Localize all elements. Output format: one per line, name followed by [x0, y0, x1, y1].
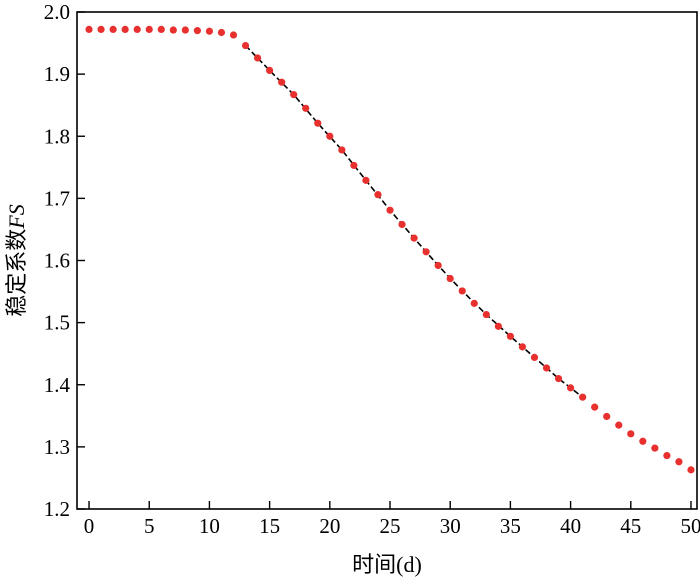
data-point-25 [386, 206, 394, 214]
y-tick-label-5: 1.7 [44, 186, 70, 210]
data-point-1 [97, 25, 105, 33]
data-point-43 [603, 412, 611, 421]
data-point-39 [554, 374, 563, 383]
y-tick-label-6: 1.8 [44, 124, 70, 148]
data-point-48 [663, 451, 671, 460]
data-point-34 [494, 322, 502, 330]
data-point-11 [217, 28, 226, 37]
data-point-13 [241, 41, 250, 50]
x-tick-label-10: 50 [680, 514, 700, 538]
data-point-18 [302, 104, 310, 112]
y-tick-label-0: 1.2 [44, 497, 70, 521]
data-point-45 [627, 430, 635, 438]
data-point-35 [506, 332, 514, 340]
data-point-50 [687, 466, 695, 474]
data-point-16 [278, 78, 286, 86]
x-tick-label-9: 45 [620, 514, 641, 538]
data-point-6 [157, 25, 165, 33]
y-tick-label-1: 1.3 [44, 435, 70, 459]
data-point-3 [121, 25, 129, 33]
x-tick-label-0: 0 [84, 514, 95, 538]
data-point-47 [651, 444, 659, 452]
data-point-41 [579, 393, 587, 401]
x-tick-label-1: 5 [144, 514, 155, 538]
data-point-28 [422, 248, 430, 256]
y-axis-title-main: 稳定系数 [4, 229, 29, 317]
x-axis-title: 时间(d) [352, 552, 422, 577]
x-tick-label-7: 35 [500, 514, 521, 538]
data-point-49 [675, 458, 683, 466]
data-point-26 [398, 220, 406, 229]
data-point-0 [85, 25, 93, 33]
data-point-7 [169, 26, 177, 34]
data-point-10 [205, 27, 214, 35]
y-tick-label-4: 1.6 [44, 249, 70, 273]
x-tick-label-2: 10 [199, 514, 220, 538]
data-point-44 [615, 421, 623, 429]
data-point-29 [434, 261, 442, 270]
y-tick-label-8: 2.0 [44, 0, 70, 24]
plot-frame [76, 11, 698, 510]
y-tick-label-3: 1.5 [44, 311, 70, 335]
data-point-38 [542, 364, 551, 372]
plot-area [76, 11, 698, 510]
data-point-24 [374, 191, 382, 199]
data-point-22 [350, 161, 358, 170]
data-point-12 [229, 31, 238, 39]
data-point-14 [253, 54, 262, 62]
data-point-32 [470, 299, 478, 307]
x-tick-label-5: 25 [380, 514, 401, 538]
y-axis-title: 稳定系数FS [4, 204, 29, 316]
y-tick-label-2: 1.4 [44, 373, 71, 397]
data-point-19 [314, 119, 322, 127]
data-point-37 [530, 353, 539, 362]
x-tick-label-6: 30 [440, 514, 461, 538]
data-point-9 [193, 27, 201, 35]
x-tick-label-3: 15 [259, 514, 280, 538]
data-point-33 [482, 310, 490, 319]
data-marks [85, 25, 695, 474]
data-point-5 [145, 25, 153, 33]
data-point-4 [133, 25, 141, 33]
data-point-8 [181, 26, 189, 34]
y-tick-label-7: 1.9 [44, 62, 70, 86]
data-point-27 [410, 234, 418, 242]
data-point-2 [109, 25, 117, 33]
data-point-21 [338, 146, 346, 154]
data-point-30 [446, 274, 454, 283]
data-point-31 [458, 287, 466, 295]
y-axis-title-italic: FS [4, 204, 29, 229]
data-point-20 [326, 132, 334, 140]
axes: 0 5 10 15 20 25 30 35 40 45 50 1.2 1.3 1.4 1.5 1.6 1.7 1.… [44, 0, 700, 538]
data-point-42 [591, 403, 599, 411]
x-tick-label-8: 40 [560, 514, 581, 538]
data-point-40 [566, 384, 575, 392]
data-point-36 [518, 343, 527, 351]
data-point-15 [266, 66, 274, 74]
fit-line-0 [244, 44, 584, 398]
x-tick-label-4: 20 [319, 514, 340, 538]
data-point-46 [639, 437, 647, 445]
data-point-17 [290, 91, 298, 99]
data-point-23 [362, 176, 370, 184]
